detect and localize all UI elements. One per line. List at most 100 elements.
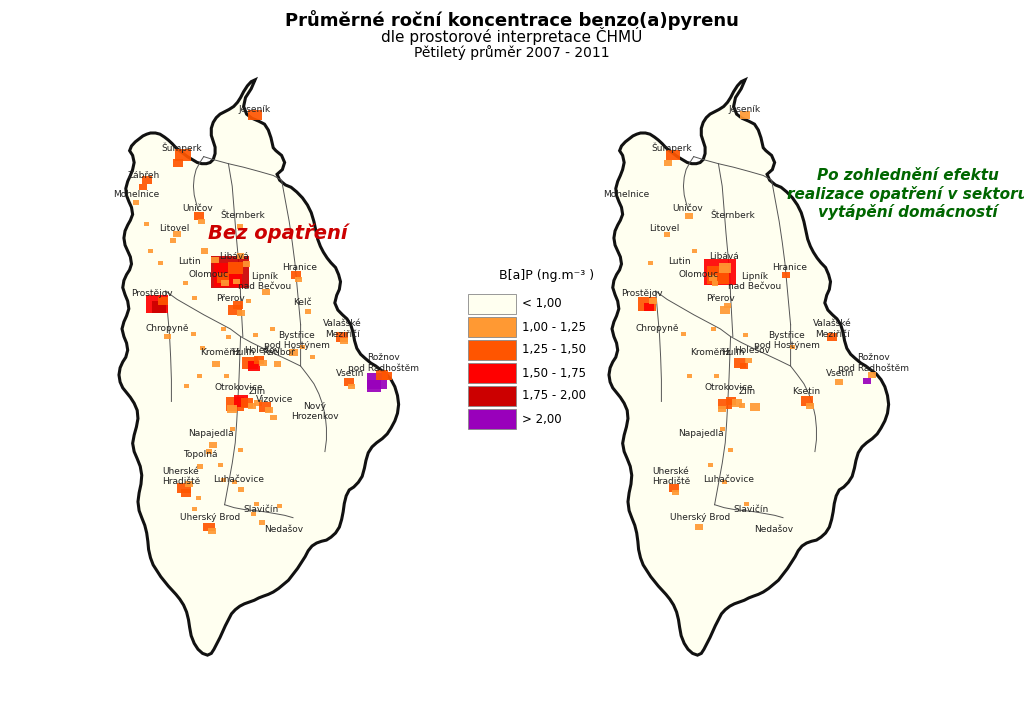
- Bar: [295, 277, 302, 282]
- Bar: [194, 211, 204, 219]
- Bar: [368, 373, 387, 389]
- Bar: [238, 253, 244, 258]
- Bar: [231, 480, 237, 484]
- Bar: [258, 403, 270, 413]
- Bar: [181, 489, 190, 497]
- Bar: [209, 529, 216, 534]
- Text: Luhačovice: Luhačovice: [214, 476, 264, 484]
- Text: Rožnov
pod Radhoštěm: Rožnov pod Radhoštěm: [348, 353, 419, 373]
- Bar: [232, 301, 243, 309]
- Bar: [173, 159, 183, 167]
- Bar: [183, 282, 188, 285]
- Bar: [836, 379, 843, 385]
- Bar: [176, 483, 190, 493]
- Text: Slavičín: Slavičín: [733, 505, 768, 514]
- Bar: [191, 508, 197, 511]
- Bar: [254, 356, 264, 364]
- Bar: [259, 360, 267, 366]
- Bar: [243, 261, 250, 267]
- Text: Zlín: Zlín: [738, 387, 756, 396]
- Bar: [782, 272, 791, 277]
- Text: Uherské
Hradiště: Uherské Hradiště: [162, 467, 200, 486]
- Bar: [695, 524, 703, 530]
- Bar: [666, 151, 680, 161]
- Bar: [259, 520, 265, 525]
- Bar: [740, 111, 750, 119]
- Text: Bystřice
pod Hostýnem: Bystřice pod Hostýnem: [264, 331, 330, 350]
- Bar: [468, 340, 516, 360]
- Bar: [868, 372, 877, 378]
- Bar: [159, 261, 163, 265]
- Bar: [744, 502, 750, 505]
- Text: Otrokovice: Otrokovice: [215, 384, 263, 392]
- Bar: [220, 280, 228, 287]
- Bar: [739, 403, 745, 408]
- Bar: [238, 448, 243, 452]
- Bar: [262, 290, 269, 295]
- Text: Mohelnice: Mohelnice: [603, 190, 649, 199]
- Bar: [148, 249, 153, 253]
- Bar: [253, 333, 258, 337]
- Bar: [310, 355, 315, 359]
- Bar: [170, 238, 176, 243]
- Bar: [685, 213, 693, 219]
- Bar: [146, 295, 168, 313]
- Bar: [199, 219, 205, 224]
- Bar: [305, 308, 311, 313]
- Bar: [863, 378, 871, 384]
- Text: Nedašov: Nedašov: [754, 525, 793, 534]
- Text: Lipník
nad Bečvou: Lipník nad Bečvou: [728, 272, 781, 291]
- Bar: [254, 400, 262, 406]
- Text: Uherské
Hradiště: Uherské Hradiště: [651, 467, 690, 486]
- Text: Prostějov: Prostějov: [622, 289, 664, 298]
- Text: Olomouc: Olomouc: [679, 270, 719, 279]
- Bar: [248, 403, 256, 408]
- Bar: [190, 332, 196, 336]
- Bar: [209, 442, 217, 447]
- Bar: [708, 266, 729, 284]
- Bar: [291, 271, 301, 279]
- Bar: [269, 327, 274, 331]
- Bar: [468, 294, 516, 314]
- Bar: [278, 504, 283, 508]
- Bar: [139, 185, 146, 190]
- Text: Uherský Brod: Uherský Brod: [180, 513, 241, 522]
- Bar: [638, 297, 656, 311]
- Text: Vsetín: Vsetín: [825, 369, 854, 378]
- Polygon shape: [609, 80, 889, 655]
- Text: Napajedla: Napajedla: [679, 429, 724, 439]
- Bar: [141, 176, 152, 184]
- Bar: [745, 358, 753, 363]
- Bar: [237, 310, 245, 316]
- Text: Kroměříž: Kroměříž: [200, 348, 241, 357]
- Bar: [468, 409, 516, 429]
- Text: Hulín: Hulín: [721, 348, 744, 357]
- Bar: [248, 110, 262, 120]
- Bar: [164, 334, 171, 339]
- Bar: [198, 374, 203, 378]
- Text: Slavičín: Slavičín: [243, 505, 279, 514]
- Bar: [211, 257, 219, 263]
- Bar: [221, 478, 226, 482]
- Text: Vizovice: Vizovice: [256, 395, 294, 404]
- Bar: [202, 248, 208, 254]
- Bar: [221, 327, 226, 331]
- Text: Šternberk: Šternberk: [711, 211, 756, 220]
- Text: Šumperk: Šumperk: [162, 143, 203, 153]
- Bar: [801, 397, 813, 406]
- Text: Ksetin: Ksetin: [793, 387, 820, 396]
- Bar: [197, 496, 202, 500]
- Text: Pětiletý průměr 2007 - 2011: Pětiletý průměr 2007 - 2011: [414, 45, 610, 60]
- Text: > 2,00: > 2,00: [522, 413, 561, 426]
- Bar: [718, 400, 732, 409]
- Bar: [300, 345, 305, 348]
- Bar: [211, 256, 249, 287]
- Bar: [712, 327, 717, 331]
- Bar: [826, 332, 837, 340]
- Bar: [382, 372, 392, 380]
- Text: 1,75 - 2,00: 1,75 - 2,00: [522, 390, 586, 403]
- Bar: [204, 523, 215, 531]
- Bar: [705, 258, 736, 285]
- Bar: [468, 317, 516, 337]
- Text: Šternberk: Šternberk: [220, 211, 265, 220]
